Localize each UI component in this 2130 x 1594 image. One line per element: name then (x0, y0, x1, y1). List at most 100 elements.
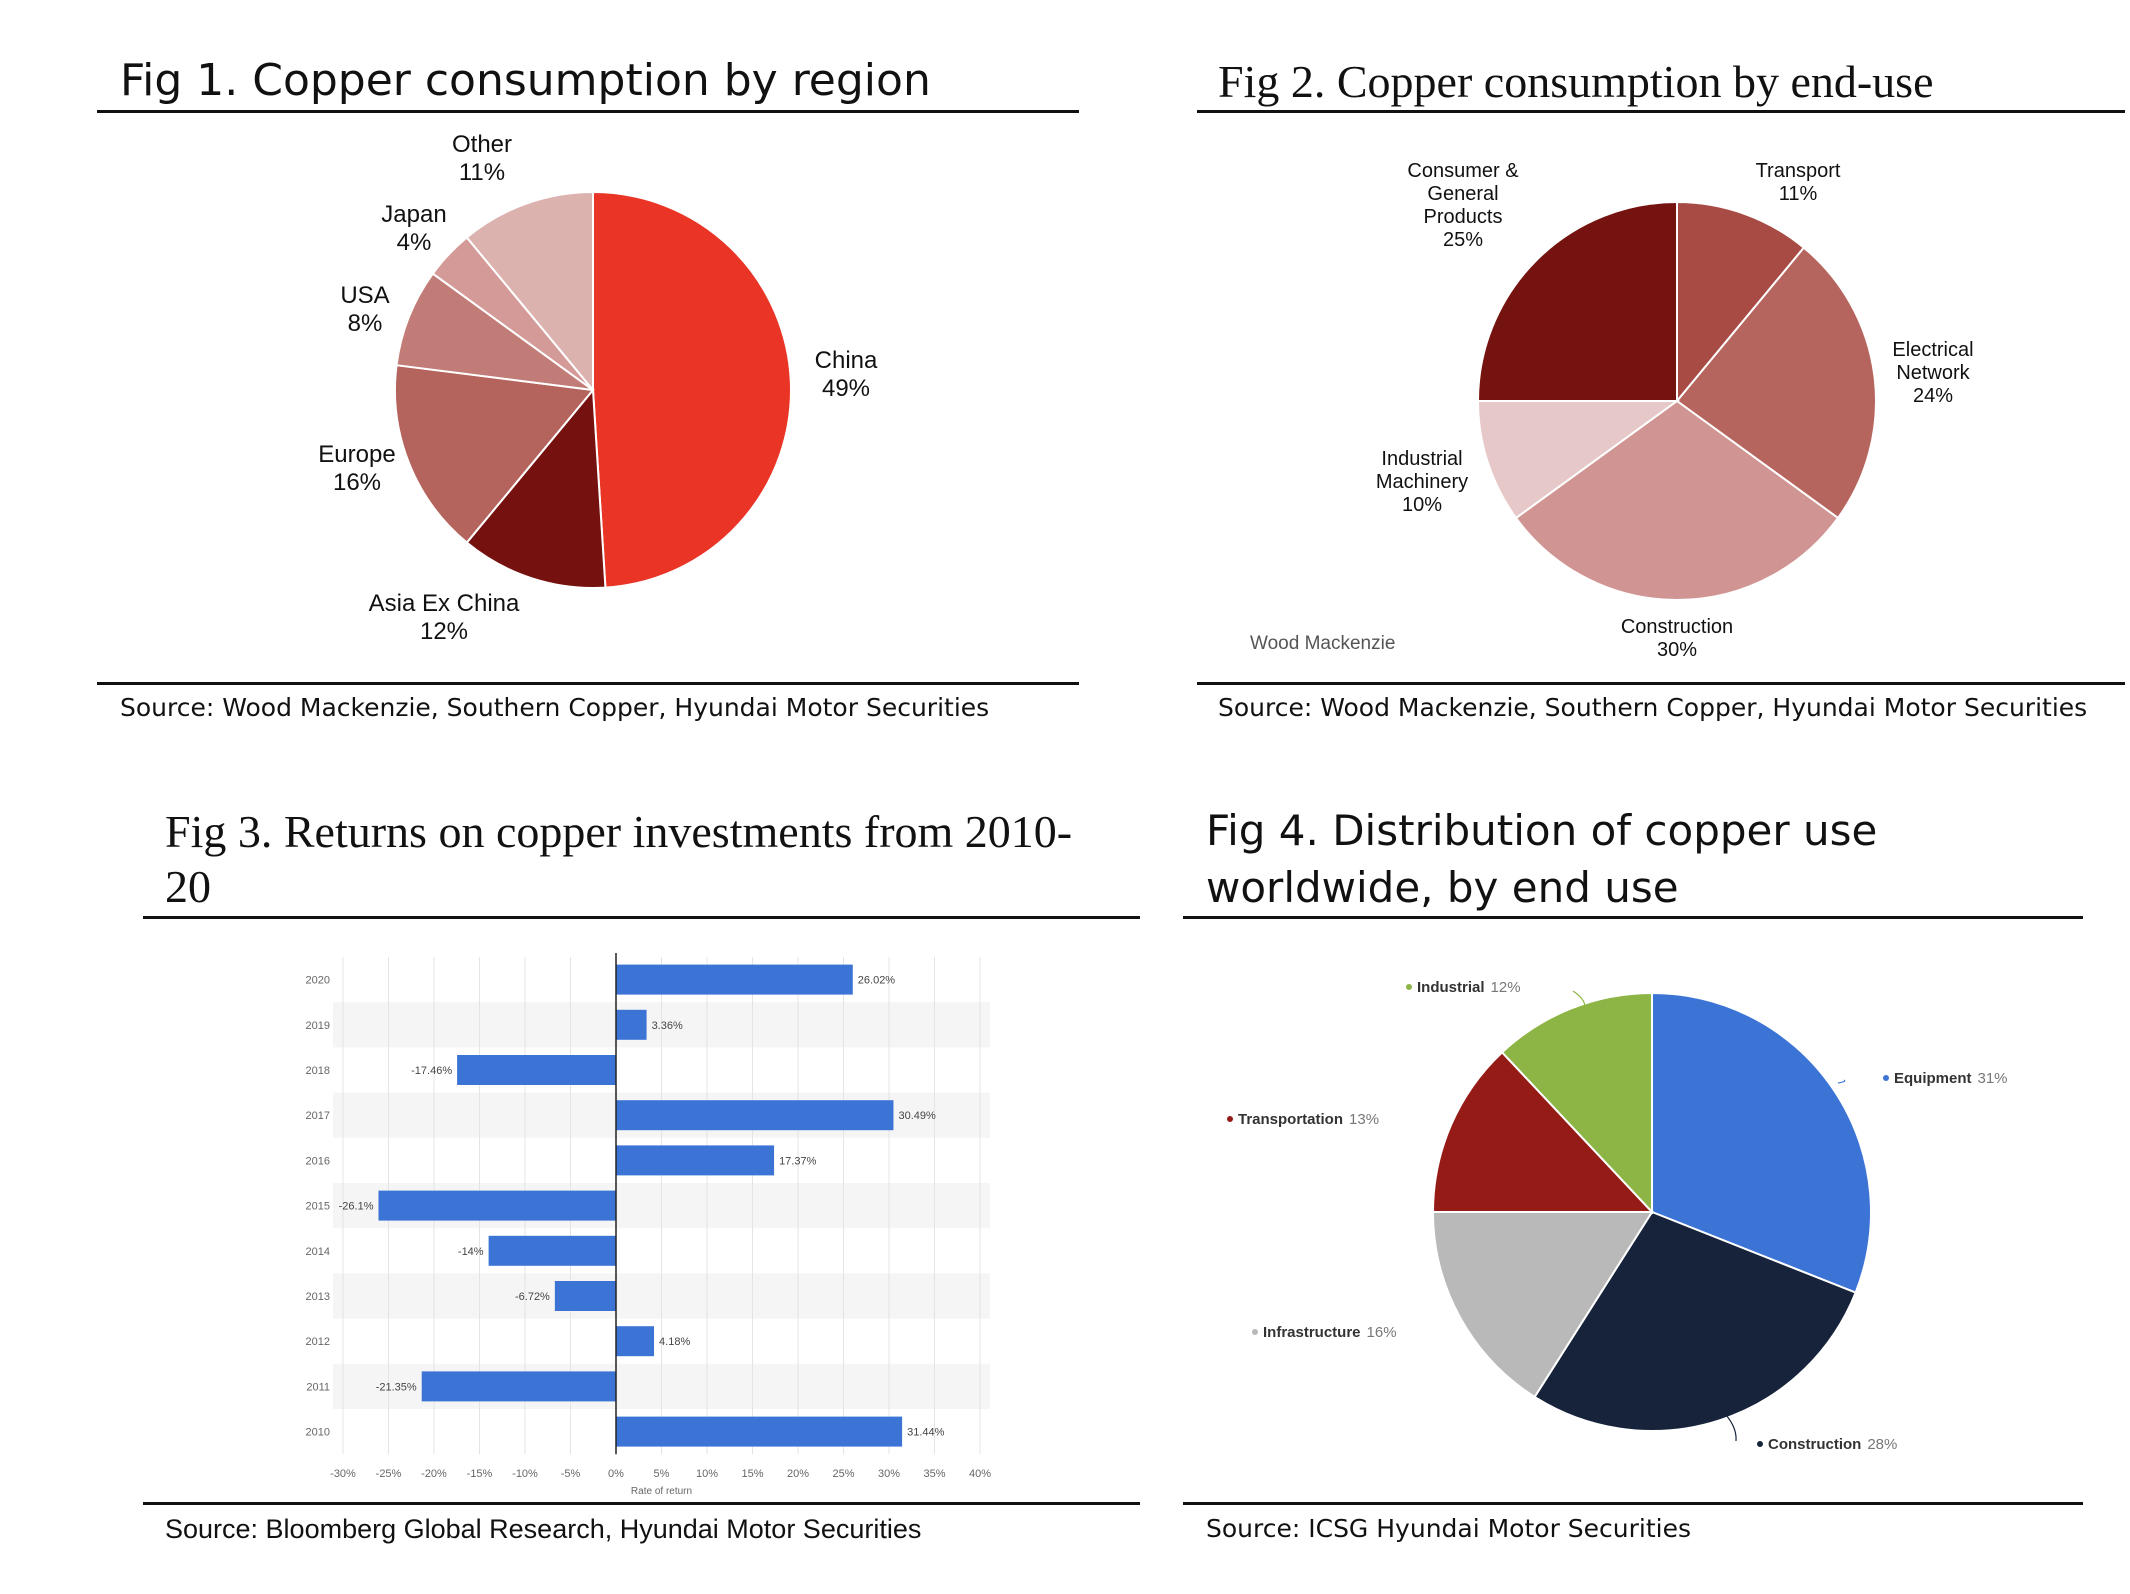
fig3-x-tick: 5% (654, 1468, 670, 1480)
fig2-slice-industrial-machinery (1476, 400, 1681, 520)
fig3-x-tick: 40% (969, 1468, 991, 1480)
fig3-y-tick-2012: 2012 (306, 1336, 330, 1348)
fig1-top-rule (97, 110, 1079, 113)
fig3-value-label-2015: -26.1% (339, 1201, 374, 1213)
fig4-label-transportation: Transportation 13% (1238, 1111, 1379, 1128)
fig2-label-transport: Transport 11% (1756, 160, 1841, 205)
fig2-slice-consumer-general-products (1476, 200, 1678, 402)
fig4-leader-equipment (1837, 1079, 1846, 1084)
fig3-y-tick-2017: 2017 (306, 1110, 330, 1122)
fig1-label-usa: USA 8% (340, 282, 389, 337)
fig3-bar-2015 (378, 1190, 616, 1221)
fig3-bottom-rule (143, 1502, 1140, 1505)
fig3-value-label-2020: 26.02% (858, 975, 896, 987)
fig3-y-tick-2020: 2020 (306, 975, 330, 987)
fig3-value-label-2013: -6.72% (515, 1291, 550, 1303)
fig3-top-rule (143, 916, 1140, 919)
fig3-y-tick-2013: 2013 (306, 1291, 330, 1303)
fig2-bottom-rule (1197, 682, 2125, 685)
fig4-bottom-rule (1183, 1502, 2083, 1505)
fig1-label-asia-ex-china: Asia Ex China 12% (369, 590, 520, 645)
fig3-y-tick-2014: 2014 (306, 1246, 330, 1258)
fig3-value-label-2010: 31.44% (907, 1427, 945, 1439)
fig4-title-line2: worldwide, by end use (1206, 863, 1679, 912)
fig1-label-europe: Europe 16% (318, 441, 395, 496)
fig1-slice-usa (395, 272, 594, 391)
fig3-x-tick: 25% (832, 1468, 854, 1480)
fig1-pie-chart: China 49% Asia Ex China 12% Europe 16% USA 8% Ja… (318, 131, 878, 645)
fig1-bottom-rule (97, 682, 1079, 685)
fig4-slice-transportation (1431, 1050, 1655, 1213)
fig3-x-tick: 0% (608, 1468, 624, 1480)
fig3-x-tick: -15% (467, 1468, 493, 1480)
fig2-label-consumer-general-products: Consumer & General Products 25% (1407, 160, 1519, 251)
fig2-label-industrial-machinery: Industrial Machinery 10% (1376, 448, 1468, 516)
fig1-slice-europe (394, 364, 595, 544)
fig4-label-equipment: Equipment 31% (1894, 1070, 2008, 1087)
fig3-y-tick-2015: 2015 (306, 1201, 330, 1213)
fig3-y-tick-2016: 2016 (306, 1155, 330, 1167)
fig1-title: Fig 1. Copper consumption by region (120, 55, 931, 106)
fig3-bar-2019 (616, 1009, 647, 1040)
fig3-x-axis-label: Rate of return (631, 1486, 692, 1497)
fig4-pie-chart: Equipment 31% Construction 28% Infrastructur… (1227, 979, 2008, 1453)
fig2-slice-transport (1676, 200, 1806, 404)
fig1-label-china: China 49% (815, 347, 878, 402)
fig3-x-tick: -20% (421, 1468, 447, 1480)
fig4-title-line1: Fig 4. Distribution of copper use (1206, 806, 1878, 855)
fig1-slice-asia-ex-china (465, 387, 607, 589)
fig3-value-label-2011: -21.35% (376, 1381, 417, 1393)
fig3-y-tick-2010: 2010 (306, 1427, 330, 1439)
fig2-top-rule (1197, 110, 2125, 113)
fig2-slice-construction (1514, 399, 1840, 601)
fig3-bar-2012 (616, 1326, 655, 1357)
fig3-x-tick: -25% (376, 1468, 402, 1480)
fig3-bar-2016 (616, 1145, 775, 1176)
fig3-title-line1: Fig 3. Returns on copper investments fro… (165, 806, 1073, 857)
fig4-slice-infrastructure (1431, 1211, 1654, 1399)
fig2-title: Fig 2. Copper consumption by end-use (1218, 56, 1934, 107)
fig4-label-construction: Construction 28% (1768, 1436, 1897, 1453)
fig4-top-rule (1183, 916, 2083, 919)
fig4-slice-equipment (1651, 991, 1872, 1294)
fig2-source: Source: Wood Mackenzie, Southern Copper,… (1218, 693, 2088, 722)
fig4-label-industrial: Industrial 12% (1417, 979, 1521, 996)
fig1-source: Source: Wood Mackenzie, Southern Copper,… (120, 693, 990, 722)
fig1-label-japan: Japan 4% (381, 201, 446, 256)
fig3-x-tick: 35% (923, 1468, 945, 1480)
fig1-label-other: Other 11% (452, 131, 512, 186)
fig4-slice-construction (1533, 1210, 1857, 1432)
fig3-x-tick: -30% (330, 1468, 356, 1480)
fig4-legend-dot-equipment (1883, 1075, 1889, 1081)
fig3-bar-2011 (421, 1371, 616, 1402)
fig1-slice-other (465, 190, 594, 393)
fig3-bar-2014 (488, 1235, 616, 1266)
fig4-source: Source: ICSG Hyundai Motor Securities (1206, 1514, 1692, 1543)
fig3-y-tick-2019: 2019 (306, 1020, 330, 1032)
fig3-value-label-2016: 17.37% (779, 1155, 817, 1167)
fig4-slice-industrial (1500, 991, 1653, 1215)
fig2-credit: Wood Mackenzie (1250, 633, 1396, 654)
fig3-x-tick: -10% (512, 1468, 538, 1480)
fig1-slice-china (592, 190, 792, 589)
fig3-bar-2020 (616, 964, 853, 995)
fig4-legend-dot-infrastructure (1252, 1329, 1258, 1335)
fig4-label-infrastructure: Infrastructure 16% (1263, 1324, 1397, 1341)
fig3-y-tick-2018: 2018 (306, 1065, 330, 1077)
fig2-pie-chart: Transport 11% Electrical Network 24% Construc… (1376, 160, 1974, 661)
fig4-legend-dot-construction (1757, 1441, 1763, 1447)
fig4-leader-construction (1725, 1414, 1737, 1442)
fig4-legend-dot-industrial (1406, 984, 1412, 990)
fig3-bar-2018 (457, 1055, 616, 1085)
fig3-value-label-2012: 4.18% (659, 1336, 690, 1348)
fig4-leader-industrial (1572, 990, 1586, 1008)
fig3-x-tick: 30% (878, 1468, 900, 1480)
fig3-y-tick-2011: 2011 (306, 1381, 330, 1393)
fig3-value-label-2014: -14% (458, 1246, 484, 1258)
fig3-bar-2010 (616, 1416, 903, 1447)
fig3-x-tick: 15% (741, 1468, 763, 1480)
fig3-source: Source: Bloomberg Global Research, Hyund… (165, 1514, 922, 1544)
fig3-value-label-2017: 30.49% (898, 1110, 936, 1122)
fig3-value-label-2018: -17.46% (411, 1065, 452, 1077)
fig2-slice-electrical-network (1675, 246, 1877, 520)
